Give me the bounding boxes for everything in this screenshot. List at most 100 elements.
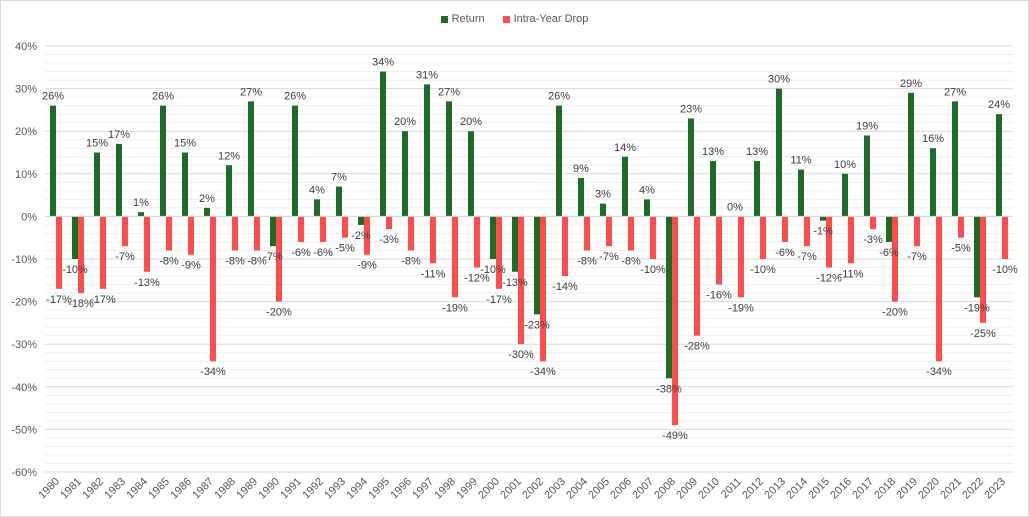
drop-data-label: -8% xyxy=(225,255,245,267)
return-bar xyxy=(930,148,936,217)
drop-data-label: -6% xyxy=(313,247,333,259)
x-tick-label: 2022 xyxy=(960,476,986,502)
drop-data-label: -9% xyxy=(181,260,201,272)
drop-data-label: -5% xyxy=(335,243,355,255)
return-data-label: -1% xyxy=(813,226,833,238)
return-data-label: -38% xyxy=(656,383,682,395)
drop-data-label: -10% xyxy=(992,264,1018,276)
legend-label-drop: Intra-Year Drop xyxy=(513,13,589,25)
y-tick-label: -40% xyxy=(11,382,37,394)
x-tick-label: 2023 xyxy=(982,476,1008,502)
x-tick-label: 2015 xyxy=(806,476,832,502)
return-data-label: 0% xyxy=(727,201,743,213)
drop-data-label: -7% xyxy=(115,251,135,263)
drop-bar xyxy=(738,216,744,298)
drop-bar xyxy=(342,216,348,238)
return-bar xyxy=(578,178,584,217)
return-data-label: 15% xyxy=(86,138,108,150)
legend-label-return: Return xyxy=(451,13,485,25)
y-tick-label: 0% xyxy=(21,211,37,223)
drop-data-label: -49% xyxy=(662,430,688,442)
return-bar xyxy=(864,135,870,217)
drop-data-label: -17% xyxy=(46,294,72,306)
return-data-label: 3% xyxy=(595,189,611,201)
drop-bar xyxy=(606,216,612,247)
drop-bar xyxy=(628,216,634,251)
x-tick-label: 1996 xyxy=(388,476,414,502)
drop-bar xyxy=(78,216,84,294)
drop-bar xyxy=(914,216,920,247)
drop-data-label: -28% xyxy=(684,341,710,353)
drop-data-label: -3% xyxy=(863,234,883,246)
return-data-label: 12% xyxy=(218,150,240,162)
drop-data-label: -12% xyxy=(464,273,490,285)
drop-bar xyxy=(276,216,282,302)
drop-bar xyxy=(122,216,128,247)
return-data-label: -10% xyxy=(62,264,88,276)
return-data-label: -13% xyxy=(502,277,528,289)
return-data-label: 11% xyxy=(790,155,811,167)
return-bar xyxy=(974,216,980,298)
return-bar xyxy=(182,152,188,217)
x-tick-label: 2009 xyxy=(674,476,700,502)
return-data-label: 4% xyxy=(639,184,655,196)
drop-data-label: -34% xyxy=(926,366,952,378)
drop-bar xyxy=(672,216,678,426)
x-tick-label: 2005 xyxy=(586,476,612,502)
return-data-label: 4% xyxy=(309,184,325,196)
x-tick-label: 2020 xyxy=(916,476,942,502)
drop-bar xyxy=(518,216,524,345)
drop-bar xyxy=(826,216,832,268)
drop-data-label: -10% xyxy=(640,264,666,276)
drop-data-label: -8% xyxy=(159,255,179,267)
drop-bar xyxy=(650,216,656,259)
return-data-label: -7% xyxy=(263,251,283,263)
return-bar xyxy=(468,131,474,217)
x-tick-label: 1992 xyxy=(300,476,326,502)
x-tick-label: 2021 xyxy=(938,476,964,502)
drop-data-label: -5% xyxy=(951,243,971,255)
drop-data-label: -6% xyxy=(291,247,311,259)
drop-bar xyxy=(980,216,986,323)
drop-bar xyxy=(694,216,700,336)
x-tick-label: 1984 xyxy=(124,476,150,502)
return-bar xyxy=(50,105,56,217)
return-data-label: 27% xyxy=(944,86,966,98)
return-bar xyxy=(886,216,892,242)
return-data-label: 20% xyxy=(460,116,482,128)
return-bar xyxy=(688,118,694,217)
drop-data-label: -34% xyxy=(530,366,556,378)
drop-data-label: -20% xyxy=(266,307,292,319)
x-tick-label: 1991 xyxy=(278,476,304,502)
drop-data-label: -20% xyxy=(882,307,908,319)
return-data-label: 26% xyxy=(284,91,306,103)
return-bar xyxy=(424,84,430,217)
x-tick-label: 2014 xyxy=(784,476,810,502)
return-data-label: 31% xyxy=(416,69,438,81)
drop-bar xyxy=(958,216,964,238)
y-tick-label: 10% xyxy=(15,169,37,181)
return-data-label: 14% xyxy=(614,142,636,154)
drop-bar xyxy=(584,216,590,251)
return-bar xyxy=(776,88,782,217)
x-tick-label: 1981 xyxy=(58,476,84,502)
drop-bar xyxy=(804,216,810,247)
x-tick-label: 1980 xyxy=(36,476,62,502)
return-data-label: 26% xyxy=(42,91,64,103)
drop-data-label: -34% xyxy=(200,366,226,378)
drop-bar xyxy=(56,216,62,289)
return-bar xyxy=(226,165,232,217)
x-tick-label: 2012 xyxy=(740,476,766,502)
return-bar xyxy=(358,216,364,225)
x-tick-label: 1988 xyxy=(212,476,238,502)
return-bar xyxy=(534,216,540,315)
return-bar xyxy=(336,186,342,217)
return-data-label: 10% xyxy=(834,159,856,171)
return-data-label: 24% xyxy=(988,99,1010,111)
x-tick-label: 2008 xyxy=(652,476,678,502)
x-tick-label: 1989 xyxy=(234,476,260,502)
drop-data-label: -30% xyxy=(508,349,534,361)
return-bar xyxy=(798,169,804,217)
x-tick-label: 1990 xyxy=(256,476,282,502)
drop-data-label: -8% xyxy=(621,255,641,267)
